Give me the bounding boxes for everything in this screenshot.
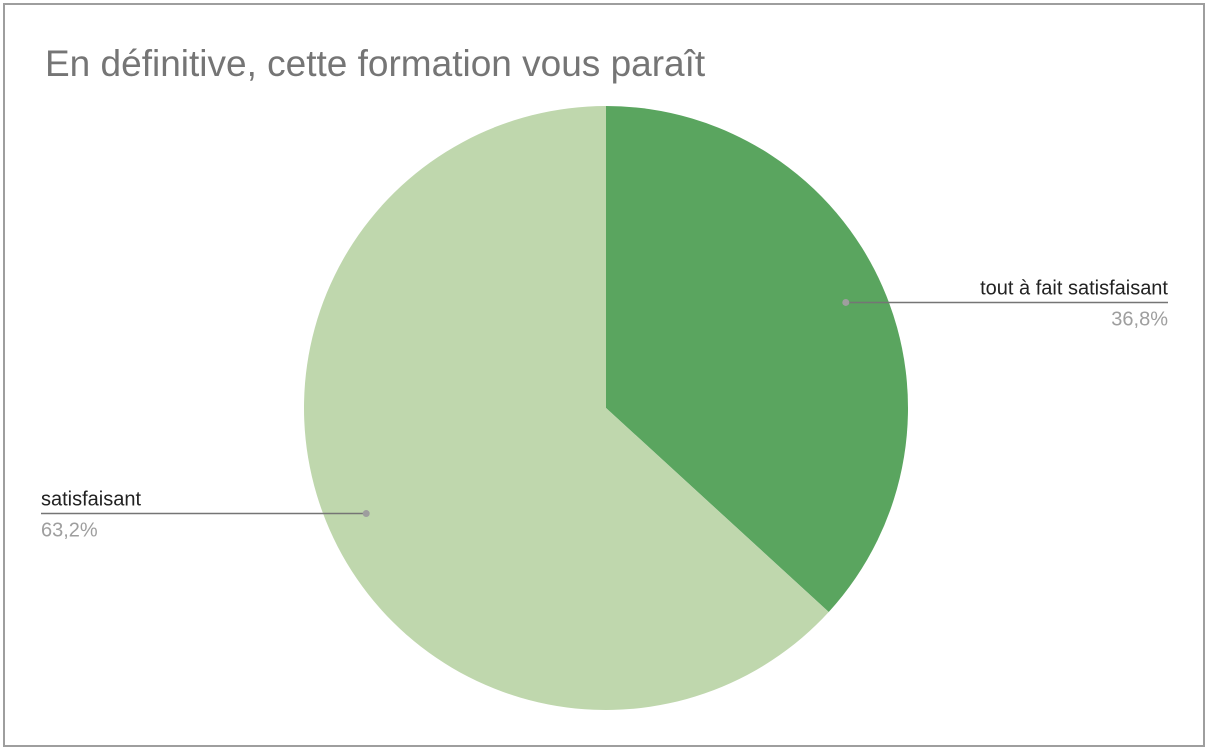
leader-dot-satisfaisant <box>362 510 370 518</box>
pie-slice-tout-a-fait-satisfaisant <box>606 106 909 612</box>
chart-frame: En définitive, cette formation vous para… <box>3 3 1205 747</box>
slice-percent-satisfaisant: 63,2% <box>41 520 98 542</box>
slice-labels: tout à fait satisfaisant 36,8% satisfaisan… <box>41 277 1168 542</box>
slice-label-tout-a-fait-satisfaisant: tout à fait satisfaisant <box>980 277 1168 299</box>
chart-title: En définitive, cette formation vous para… <box>45 43 706 84</box>
pie-slice-satisfaisant <box>304 106 829 710</box>
slice-percent-tout-a-fait-satisfaisant: 36,8% <box>1111 308 1168 330</box>
leader-dot-tout-a-fait-satisfaisant <box>842 298 850 306</box>
pie-chart: tout à fait satisfaisant 36,8% satisfaisan… <box>41 106 1168 710</box>
slice-label-satisfaisant: satisfaisant <box>41 489 141 511</box>
